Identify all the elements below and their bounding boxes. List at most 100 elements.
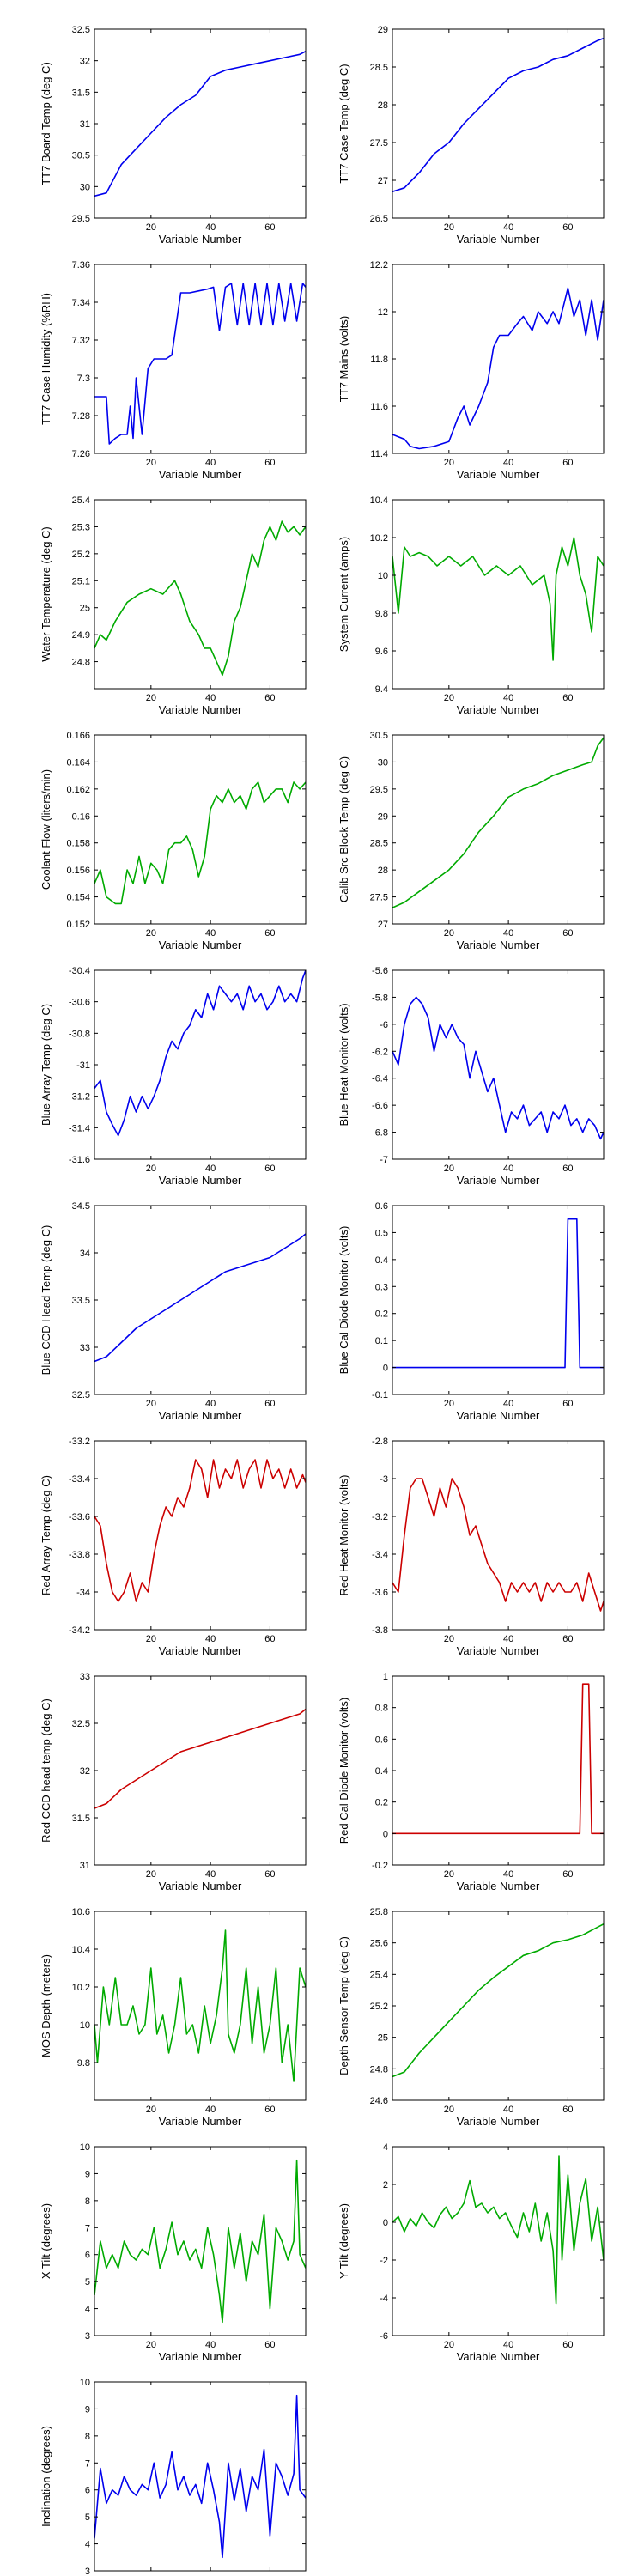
x-tick-label: 40 xyxy=(503,928,513,939)
x-tick-label: 20 xyxy=(146,2105,156,2115)
y-tick-label: 30 xyxy=(378,757,388,768)
series-line xyxy=(392,737,604,908)
x-axis-label: Variable Number xyxy=(457,1409,540,1422)
y-tick-label: 10.2 xyxy=(72,1983,90,1993)
y-tick-label: 9 xyxy=(85,2169,90,2179)
x-tick-label: 20 xyxy=(146,928,156,939)
chart-panel: 20 40 60 32.5 33 33.5 34 34.5 Variable Number Blu… xyxy=(39,1201,307,1422)
x-tick-label: 60 xyxy=(562,693,573,703)
y-tick-label: 0 xyxy=(383,1829,388,1839)
x-tick-label: 40 xyxy=(205,1869,216,1880)
y-tick-label: -34.2 xyxy=(69,1625,90,1636)
chart-panel: 20 40 60 7.26 7.28 7.3 7.32 7.34 7.36 Variable Nu… xyxy=(39,260,307,481)
plot-frame xyxy=(392,2146,605,2336)
y-tick-label: 10 xyxy=(80,2020,90,2031)
x-tick-label: 60 xyxy=(562,1869,573,1880)
y-tick-label: -30.6 xyxy=(69,998,90,1008)
y-tick-label: 2 xyxy=(383,2180,388,2190)
y-tick-label: -4 xyxy=(380,2293,388,2304)
y-tick-label: 11.6 xyxy=(370,402,388,412)
y-tick-label: 33 xyxy=(80,1672,90,1682)
y-tick-label: -6 xyxy=(380,2331,388,2342)
x-tick-label: 20 xyxy=(146,693,156,703)
x-tick-label: 20 xyxy=(444,693,454,703)
y-tick-label: 32.5 xyxy=(72,1390,90,1400)
x-axis-label: Variable Number xyxy=(159,1880,242,1893)
y-tick-label: -6.2 xyxy=(372,1047,388,1057)
y-axis-label: Y Tilt (degrees) xyxy=(337,2203,350,2279)
y-tick-label: 31.5 xyxy=(72,1814,90,1824)
x-axis-label: Variable Number xyxy=(457,2115,540,2128)
y-tick-label: 34 xyxy=(80,1249,90,1259)
plot-frame xyxy=(94,1440,307,1631)
y-axis-label: TT7 Case Humidity (%RH) xyxy=(39,293,52,425)
y-tick-label: 25.6 xyxy=(370,1939,388,1949)
y-axis-label: TT7 Case Temp (deg C) xyxy=(337,64,350,183)
plot-frame xyxy=(392,499,605,690)
y-tick-label: 33 xyxy=(80,1343,90,1353)
x-tick-label: 60 xyxy=(264,1634,275,1644)
y-tick-label: -2.8 xyxy=(372,1437,388,1447)
series-line xyxy=(392,996,604,1140)
y-tick-label: 7.28 xyxy=(72,411,90,422)
x-tick-label: 40 xyxy=(205,928,216,939)
y-tick-label: -6.6 xyxy=(372,1101,388,1111)
series-line xyxy=(392,37,604,192)
x-tick-label: 20 xyxy=(444,928,454,939)
y-tick-label: -33.8 xyxy=(69,1550,90,1560)
y-tick-label: 0 xyxy=(383,1364,388,1374)
x-tick-label: 40 xyxy=(205,458,216,468)
chart-panel: 20 40 60 24.8 24.9 25 25.1 25.2 25.3 25.4 Variable… xyxy=(39,495,307,716)
y-tick-label: 0.8 xyxy=(375,1704,388,1714)
y-tick-label: 25.8 xyxy=(370,1907,388,1917)
x-axis-label: Variable Number xyxy=(457,1174,540,1187)
plot-frame xyxy=(392,264,605,454)
y-tick-label: -5.6 xyxy=(372,966,388,976)
y-tick-label: 1 xyxy=(383,1672,388,1682)
y-tick-label: 34.5 xyxy=(72,1201,90,1212)
y-tick-label: 33.5 xyxy=(72,1296,90,1306)
x-axis-label: Variable Number xyxy=(457,233,540,246)
y-tick-label: -3.8 xyxy=(372,1625,388,1636)
y-tick-label: -30.8 xyxy=(69,1029,90,1039)
chart-panel: 20 40 60 -31.6 -31.4 -31.2 -31 -30.8 -30.6 -30.4 V… xyxy=(39,966,307,1187)
x-tick-label: 20 xyxy=(146,2340,156,2350)
y-tick-label: 0.4 xyxy=(375,1255,388,1266)
series-line xyxy=(94,970,306,1137)
y-tick-label: 10 xyxy=(378,571,388,581)
x-tick-label: 40 xyxy=(503,1869,513,1880)
series-line xyxy=(392,537,604,661)
plot-frame xyxy=(392,734,605,925)
y-tick-label: 10 xyxy=(80,2378,90,2388)
y-tick-label: 10 xyxy=(80,2142,90,2153)
y-tick-label: -7 xyxy=(380,1155,388,1165)
x-tick-label: 40 xyxy=(205,222,216,233)
y-axis-label: Calib Src Block Temp (deg C) xyxy=(337,756,350,902)
y-tick-label: 0.5 xyxy=(375,1228,388,1238)
series-line xyxy=(94,1929,306,2082)
x-tick-label: 20 xyxy=(146,222,156,233)
x-tick-label: 60 xyxy=(562,1634,573,1644)
chart-panel: 20 40 60 24.6 24.8 25 25.2 25.4 25.6 25.8 Variable… xyxy=(337,1907,605,2128)
y-tick-label: 31.5 xyxy=(72,88,90,98)
y-tick-label: -3 xyxy=(380,1474,388,1485)
y-tick-label: 0.4 xyxy=(375,1766,388,1777)
y-axis-label: Blue CCD Head Temp (deg C) xyxy=(39,1225,52,1376)
x-tick-label: 20 xyxy=(146,1869,156,1880)
y-tick-label: -31.6 xyxy=(69,1155,90,1165)
y-axis-label: TT7 Mains (volts) xyxy=(337,316,350,402)
x-tick-label: 60 xyxy=(562,1399,573,1409)
chart-panel: 20 40 60 29.5 30 30.5 31 31.5 32 32.5 Variable Num… xyxy=(39,25,307,246)
y-tick-label: 32.5 xyxy=(72,25,90,35)
y-tick-label: 7.34 xyxy=(72,298,90,308)
x-tick-label: 40 xyxy=(503,222,513,233)
x-axis-label: Variable Number xyxy=(159,1174,242,1187)
y-tick-label: 27.5 xyxy=(370,893,388,903)
y-tick-label: 10.4 xyxy=(72,1945,90,1955)
y-tick-label: 32 xyxy=(80,1766,90,1777)
y-tick-label: 8 xyxy=(85,2432,90,2442)
y-tick-label: 10.4 xyxy=(370,495,388,506)
y-tick-label: 7 xyxy=(85,2223,90,2233)
